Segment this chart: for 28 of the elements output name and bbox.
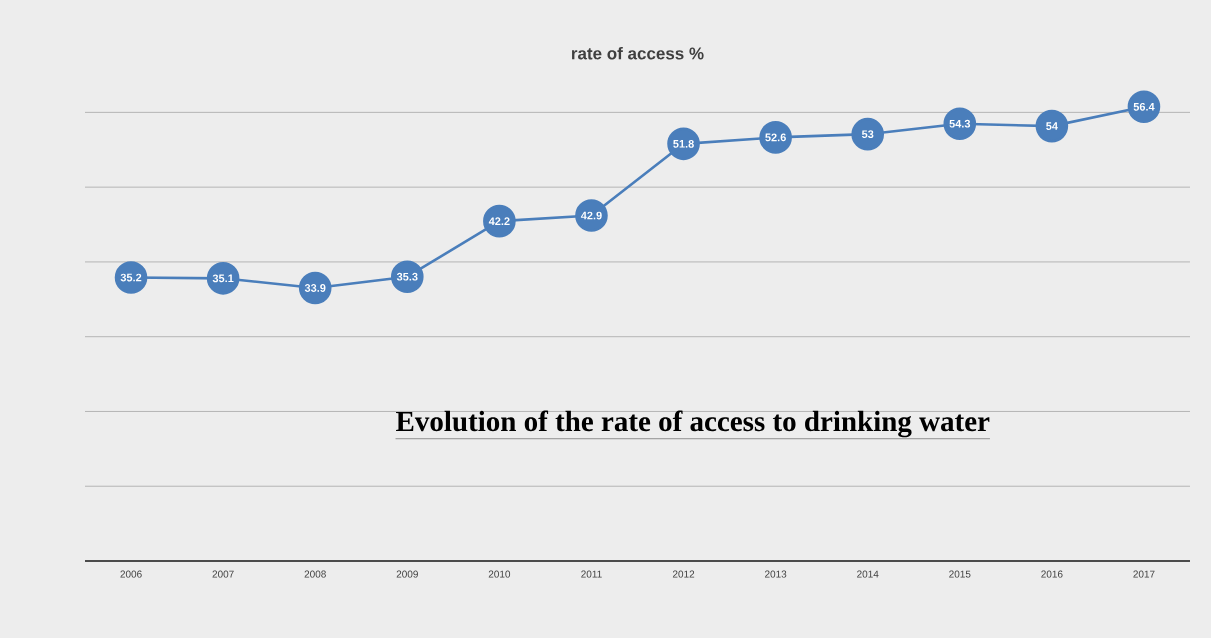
data-label: 56.4: [1133, 102, 1155, 111]
chart-title: rate of access %: [571, 46, 704, 60]
x-tick-label: 2015: [949, 570, 971, 578]
data-label: 52.6: [765, 133, 786, 142]
x-tick-label: 2012: [672, 570, 695, 578]
x-tick-label: 2008: [304, 570, 326, 578]
x-tick-label: 2014: [857, 570, 879, 578]
x-tick-label: 2010: [488, 570, 511, 578]
data-label: 33.9: [304, 284, 326, 292]
data-label: 42.9: [580, 211, 602, 220]
text: Evolution of the rate of access to drinking water: [396, 410, 990, 438]
point: [1035, 109, 1069, 143]
x-tick-label: 2006: [120, 570, 142, 578]
x-tick-label: 2011: [581, 570, 602, 578]
data-label: 54.3: [949, 119, 971, 128]
data-label: 35.2: [120, 273, 142, 282]
data-label: 54: [1046, 122, 1058, 130]
data-label: 53: [861, 130, 874, 139]
x-tick-label: 2009: [396, 570, 418, 578]
data-label: 35.3: [396, 272, 418, 281]
x-tick-label: 2016: [1041, 570, 1063, 578]
x-tick-label: 2007: [212, 570, 234, 578]
x-tick-label: 2013: [765, 570, 787, 578]
data-label: 51.8: [673, 139, 694, 148]
x-tick-label: 2017: [1133, 570, 1155, 578]
point: [851, 117, 884, 151]
data-label: 42.2: [488, 217, 510, 225]
data-label: 35.1: [212, 274, 234, 283]
